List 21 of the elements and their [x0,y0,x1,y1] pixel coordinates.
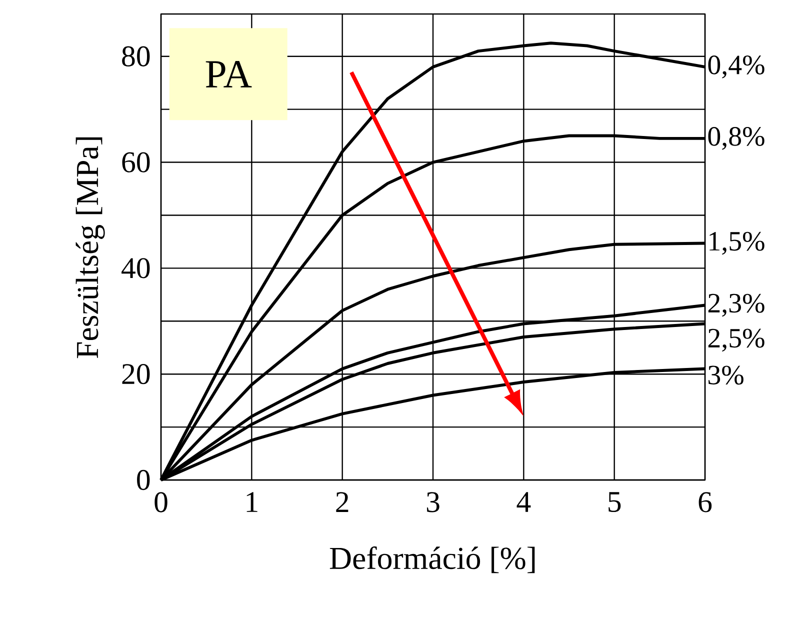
y-axis-title: Feszültség [MPa] [76,137,105,358]
y-tick-label: 80 [122,46,150,66]
series-label: 0,4% [708,56,764,78]
x-axis-title: Deformáció [%] [330,546,535,574]
series-label: 0,8% [708,127,764,150]
x-tick-label: 6 [698,492,712,512]
x-tick-label: 2 [336,492,348,512]
x-tick-label: 4 [516,492,531,512]
y-tick-label: 60 [122,152,150,172]
x-tick-label: 0 [154,492,168,512]
y-tick-label: 20 [122,364,150,384]
x-tick-label: 3 [426,492,440,512]
x-tick-label: 1 [246,492,258,512]
series-label: 2,3% [708,294,764,317]
annotation: PA [206,61,252,88]
series-label: 2,5% [708,328,764,352]
y-tick-label: 40 [122,258,150,278]
series-label: 1,5% [710,232,764,255]
y-tick-label: 0 [137,470,150,490]
x-tick-label: 5 [608,492,621,512]
series-label: 3% [708,366,744,385]
